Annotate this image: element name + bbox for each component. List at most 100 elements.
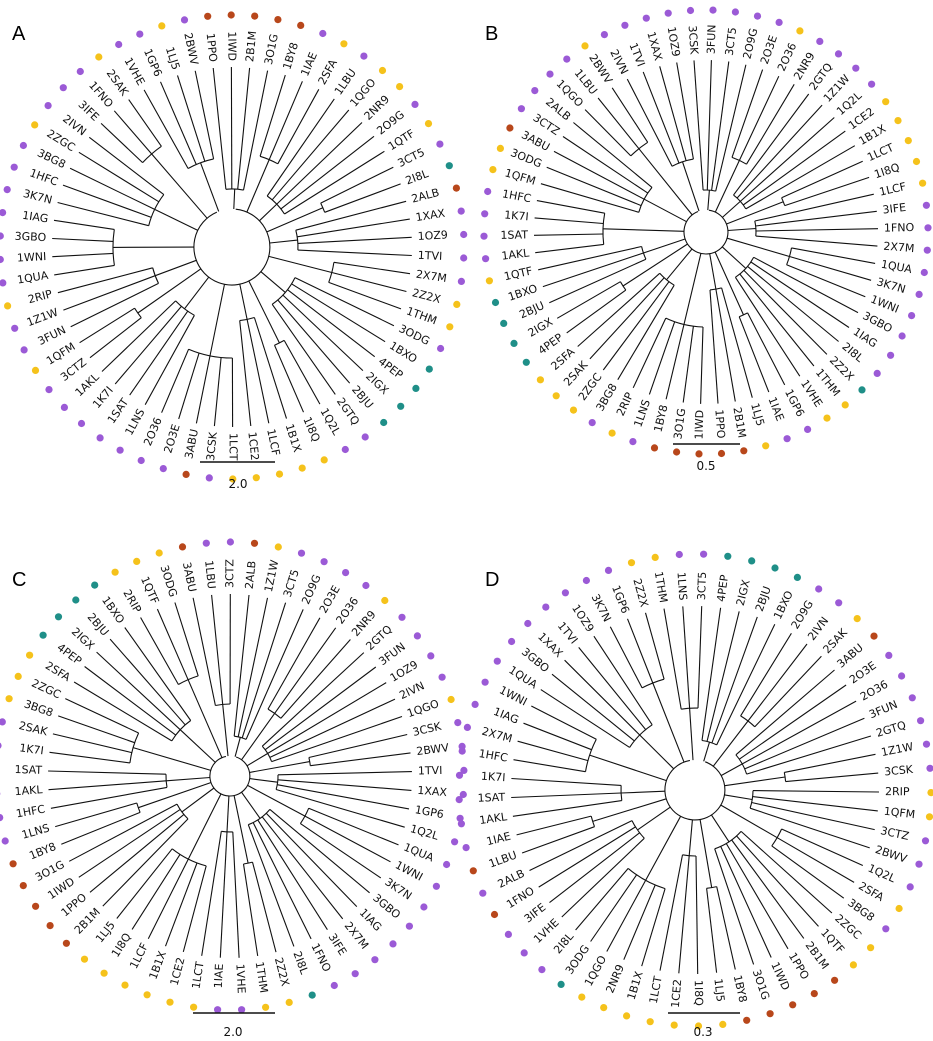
- leaf-marker-dot: [563, 55, 571, 63]
- clade-stem: [260, 271, 286, 293]
- clade-stem: [643, 238, 686, 254]
- leaf-label: 1IWD: [225, 31, 238, 61]
- leaf-marker-dot: [481, 678, 489, 686]
- leaf-marker-dot: [14, 672, 22, 681]
- leaf-branch: [747, 265, 839, 342]
- leaf-branch: [201, 831, 222, 956]
- clade-stem: [643, 198, 687, 223]
- leaf-label: 1K7I: [481, 770, 506, 785]
- leaf-marker-dot: [432, 882, 440, 890]
- leaf-marker-dot: [508, 637, 516, 646]
- leaf-branch: [259, 74, 286, 157]
- clade-stem: [666, 248, 693, 281]
- leaf-branch: [746, 84, 795, 165]
- leaf-marker-dot: [20, 346, 28, 354]
- leaf-branch: [746, 735, 872, 775]
- clade-arc: [134, 307, 142, 319]
- leaf-branch: [55, 802, 137, 828]
- leaf-label: 1LCT: [227, 433, 240, 461]
- clade-stem: [241, 791, 261, 819]
- leaf-marker-dot: [39, 631, 47, 639]
- leaf-branch: [695, 855, 699, 975]
- leaf-marker-dot: [214, 1006, 222, 1014]
- leaf-marker-dot: [917, 717, 925, 725]
- leaf-label: 3CTZ: [223, 559, 236, 588]
- clade-stem: [137, 268, 202, 314]
- leaf-marker-dot: [908, 694, 916, 702]
- leaf-branch: [269, 808, 370, 894]
- leaf-branch: [245, 609, 304, 740]
- leaf-label: 1OZ9: [665, 26, 683, 58]
- leaf-marker-dot: [330, 981, 338, 990]
- leaf-branch: [511, 777, 622, 786]
- leaf-label: 1I8Q: [873, 161, 902, 182]
- leaf-branch: [742, 130, 846, 206]
- leaf-label: 3CT5: [695, 571, 709, 600]
- leaf-branch: [257, 819, 328, 930]
- leaf-label: 2B1M: [243, 30, 259, 62]
- leaf-branch: [291, 283, 386, 343]
- leaf-marker-dot: [852, 64, 860, 72]
- leaf-branch: [533, 233, 604, 236]
- leaf-marker-dot: [44, 102, 52, 110]
- leaf-label: 1LNS: [123, 407, 148, 438]
- tree-branches: [511, 606, 880, 975]
- leaf-branch: [682, 326, 694, 403]
- leaf-marker-dot: [298, 464, 306, 472]
- leaf-label: 2Z2X: [630, 577, 650, 609]
- clade-stem: [709, 253, 717, 290]
- clade-stem: [681, 161, 700, 212]
- clade-stem: [247, 784, 306, 817]
- leaf-label: 1IWD: [692, 410, 706, 440]
- leaf-marker-dot: [569, 406, 578, 414]
- leaf-branch: [659, 66, 687, 161]
- leaf-branch: [714, 848, 755, 965]
- clade-stem: [652, 682, 685, 763]
- leaf-branch: [89, 317, 142, 359]
- leaf-marker-dot: [10, 163, 18, 171]
- leaf-branch: [52, 733, 132, 754]
- clade-stem: [688, 819, 693, 856]
- leaf-marker-dot: [629, 438, 637, 446]
- leaf-branch: [731, 69, 764, 158]
- clade-stem: [199, 162, 220, 212]
- leaf-marker-dot: [76, 67, 84, 76]
- leaf-branch: [715, 289, 736, 402]
- leaf-marker-dot: [762, 442, 770, 450]
- leaf-marker-dot: [182, 470, 190, 478]
- leaf-marker-dot: [45, 386, 53, 394]
- leaf-marker-dot: [4, 302, 12, 310]
- leaf-branch: [736, 104, 823, 199]
- leaf-marker-dot: [664, 9, 672, 17]
- leaf-branch: [264, 666, 377, 751]
- clade-stem: [703, 741, 711, 762]
- leaf-branch: [265, 812, 358, 907]
- leaf-label: 1QUA: [16, 269, 49, 287]
- leaf-label: 2BWV: [416, 741, 450, 758]
- leaf-marker-dot: [396, 83, 404, 91]
- leaf-label: 1WNI: [17, 250, 47, 265]
- leaf-marker-dot: [493, 657, 501, 665]
- clade-stem: [592, 798, 667, 822]
- leaf-marker-dot: [700, 550, 708, 558]
- leaf-label: 1WNI: [497, 684, 529, 709]
- leaf-marker-dot: [446, 323, 454, 331]
- clade-arc: [274, 339, 285, 346]
- leaf-branch: [632, 317, 667, 389]
- leaf-branch: [531, 705, 597, 740]
- leaf-marker-dot: [405, 922, 413, 930]
- leaf-marker-dot: [436, 140, 444, 148]
- clade-stem: [699, 819, 713, 888]
- leaf-marker-dot: [26, 651, 34, 659]
- leaf-label: 2O36: [141, 415, 165, 447]
- leaf-label: 1CE2: [245, 431, 261, 461]
- leaf-marker-dot: [731, 8, 740, 16]
- leaf-branch: [192, 597, 216, 706]
- root-arc: [683, 209, 729, 255]
- leaf-branch: [297, 249, 412, 257]
- leaf-branch: [523, 722, 592, 751]
- leaf-label: 1LCT: [189, 960, 206, 989]
- leaf-marker-dot: [531, 87, 539, 95]
- leaf-branch: [556, 281, 621, 319]
